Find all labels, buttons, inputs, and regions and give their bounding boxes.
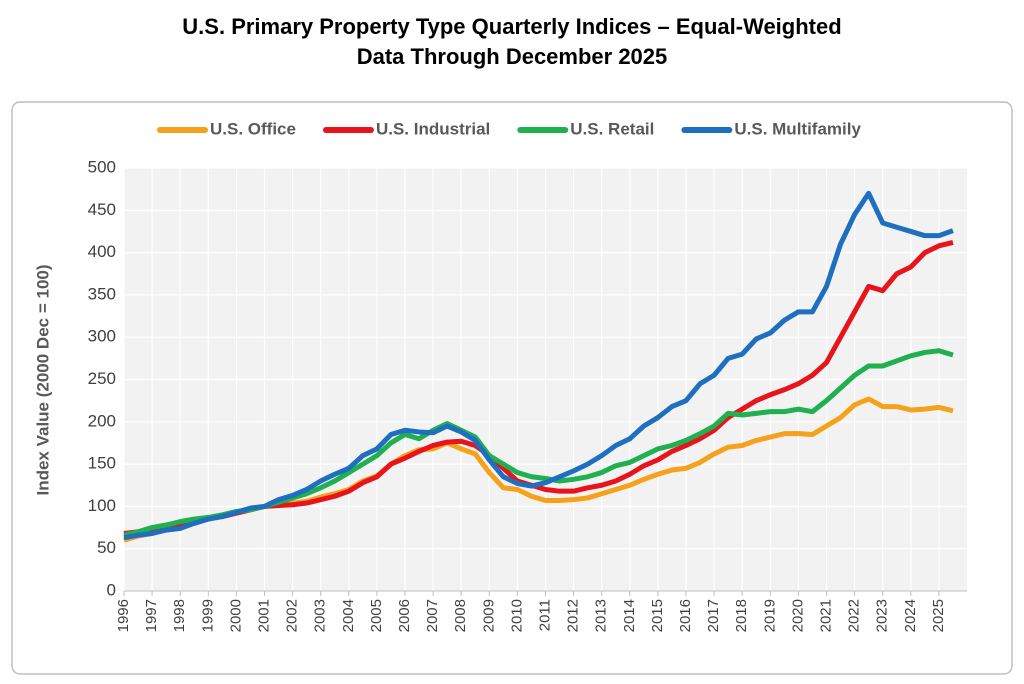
x-tick-label: 2008 [452,599,469,632]
y-tick-label: 250 [88,369,116,388]
x-tick-label: 2012 [565,599,582,632]
x-tick-label: 2000 [227,599,244,632]
y-tick-label: 400 [88,242,116,261]
y-tick-label: 450 [88,200,116,219]
chart-subtitle: Data Through December 2025 [357,44,668,69]
x-tick-label: 2014 [621,599,638,632]
y-tick-label: 300 [88,327,116,346]
x-tick-label: 2025 [930,599,947,632]
x-tick-label: 2022 [846,599,863,632]
x-tick-label: 2009 [480,599,497,632]
x-tick-label: 2015 [649,599,666,632]
x-tick-label: 2019 [761,599,778,632]
chart-title: U.S. Primary Property Type Quarterly Ind… [182,14,841,39]
y-tick-label: 0 [107,580,116,599]
x-tick-label: 2004 [340,599,357,632]
legend-label: U.S. Multifamily [734,119,861,138]
x-tick-label: 2006 [396,599,413,632]
x-tick-label: 2003 [312,599,329,632]
x-tick-label: 2016 [677,599,694,632]
x-tick-label: 1998 [171,599,188,632]
legend-label: U.S. Retail [570,119,654,138]
y-tick-label: 150 [88,454,116,473]
x-tick-label: 2010 [508,599,525,632]
y-axis-label: Index Value (2000 Dec = 100) [33,264,52,495]
y-tick-label: 200 [88,411,116,430]
x-tick-label: 1996 [115,599,132,632]
x-tick-label: 2020 [789,599,806,632]
x-tick-label: 2018 [733,599,750,632]
legend-label: U.S. Industrial [376,119,490,138]
x-tick-label: 2024 [902,599,919,632]
x-tick-label: 2002 [284,599,301,632]
x-tick-label: 1999 [199,599,216,632]
legend-label: U.S. Office [210,119,296,138]
y-tick-label: 350 [88,284,116,303]
x-tick-label: 1997 [143,599,160,632]
y-tick-label: 50 [97,538,116,557]
x-tick-label: 2013 [593,599,610,632]
x-tick-label: 2007 [424,599,441,632]
y-tick-label: 500 [88,157,116,176]
y-tick-label: 100 [88,496,116,515]
x-tick-label: 2011 [536,599,553,631]
x-tick-label: 2023 [874,599,891,632]
x-tick-label: 2021 [817,599,834,632]
series-line [123,190,954,541]
x-tick-label: 2017 [705,599,722,632]
x-tick-label: 2001 [255,599,272,632]
x-tick-label: 2005 [368,599,385,632]
